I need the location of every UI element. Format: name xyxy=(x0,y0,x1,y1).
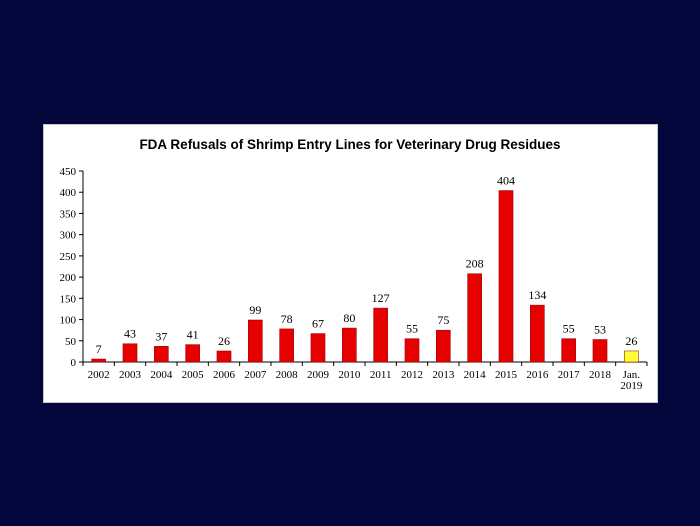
bar xyxy=(467,273,482,363)
data-label: 78 xyxy=(281,312,293,326)
x-tick-label: 2014 xyxy=(464,369,487,381)
y-tick-label: 0 xyxy=(71,357,77,369)
x-tick-label: 2006 xyxy=(213,369,236,381)
data-label: 7 xyxy=(96,342,102,356)
bar xyxy=(561,338,576,363)
data-label: 55 xyxy=(406,322,418,336)
bar xyxy=(279,328,294,363)
data-label: 55 xyxy=(563,322,575,336)
y-tick-label: 300 xyxy=(60,230,77,242)
x-tick-label: 2003 xyxy=(119,369,142,381)
bar xyxy=(342,327,357,363)
x-tick-label: 2017 xyxy=(558,369,581,381)
data-label: 26 xyxy=(218,334,230,348)
x-tick-label: 2011 xyxy=(370,369,392,381)
bar xyxy=(436,329,451,363)
y-tick-label: 250 xyxy=(60,251,77,263)
x-tick-label: 2004 xyxy=(150,369,173,381)
data-label: 26 xyxy=(625,334,637,348)
bars xyxy=(91,190,639,363)
x-tick-label: 2005 xyxy=(182,369,205,381)
y-tick-label: 100 xyxy=(60,315,77,327)
data-label: 99 xyxy=(249,303,261,317)
x-tick-label: 2015 xyxy=(495,369,518,381)
x-tick-label: 2012 xyxy=(401,369,423,381)
bar xyxy=(373,307,388,363)
x-tick-label: 2008 xyxy=(276,369,299,381)
y-axis: 0 50 100 150 200 250 300 350 400 450 xyxy=(60,166,84,369)
bar xyxy=(404,338,420,363)
bar xyxy=(624,350,639,363)
y-tick-label: 450 xyxy=(60,166,77,178)
bar xyxy=(216,350,232,363)
data-label: 80 xyxy=(343,311,355,325)
data-label: 43 xyxy=(124,327,136,341)
y-tick-label: 200 xyxy=(60,272,77,284)
x-tick-label: 2010 xyxy=(338,369,361,381)
bar xyxy=(185,344,200,363)
x-tick-label: Jan. 2019 xyxy=(620,369,643,392)
bar xyxy=(310,333,326,363)
chart-panel: FDA Refusals of Shrimp Entry Lines for V… xyxy=(43,124,658,403)
y-tick-label: 350 xyxy=(60,208,77,220)
y-tick-label: 400 xyxy=(60,187,77,199)
bar xyxy=(154,346,169,363)
x-tick-label: 2016 xyxy=(526,369,549,381)
bar xyxy=(91,358,106,363)
x-tick-label: 2009 xyxy=(307,369,330,381)
data-label: 67 xyxy=(312,317,324,331)
x-axis: 2002 2003 2004 2005 2006 2007 2008 2009 2010 2011… xyxy=(82,361,648,392)
bar xyxy=(592,339,608,363)
x-tick-label: 2002 xyxy=(88,369,110,381)
data-label: 37 xyxy=(155,329,167,343)
bar xyxy=(122,343,138,363)
value-labels: 7 43 37 41 26 99 78 67 80 127 55 75 208 404 134 55 53 26 xyxy=(96,174,638,357)
bar-chart: FDA Refusals of Shrimp Entry Lines for V… xyxy=(60,137,648,392)
data-label: 134 xyxy=(528,288,546,302)
chart-title: FDA Refusals of Shrimp Entry Lines for V… xyxy=(139,137,560,152)
bar xyxy=(248,319,263,363)
x-tick-label: 2018 xyxy=(589,369,612,381)
data-label: 404 xyxy=(497,174,515,188)
y-tick-label: 50 xyxy=(65,336,77,348)
data-label: 208 xyxy=(466,257,484,271)
x-tick-label: 2007 xyxy=(244,369,266,381)
bar xyxy=(530,304,545,363)
x-tick-label: 2013 xyxy=(432,369,455,381)
data-label: 53 xyxy=(594,323,606,337)
data-label: 127 xyxy=(372,291,390,305)
y-tick-label: 150 xyxy=(60,293,77,305)
data-label: 75 xyxy=(437,313,449,327)
data-label: 41 xyxy=(187,328,199,342)
bar xyxy=(498,190,514,363)
